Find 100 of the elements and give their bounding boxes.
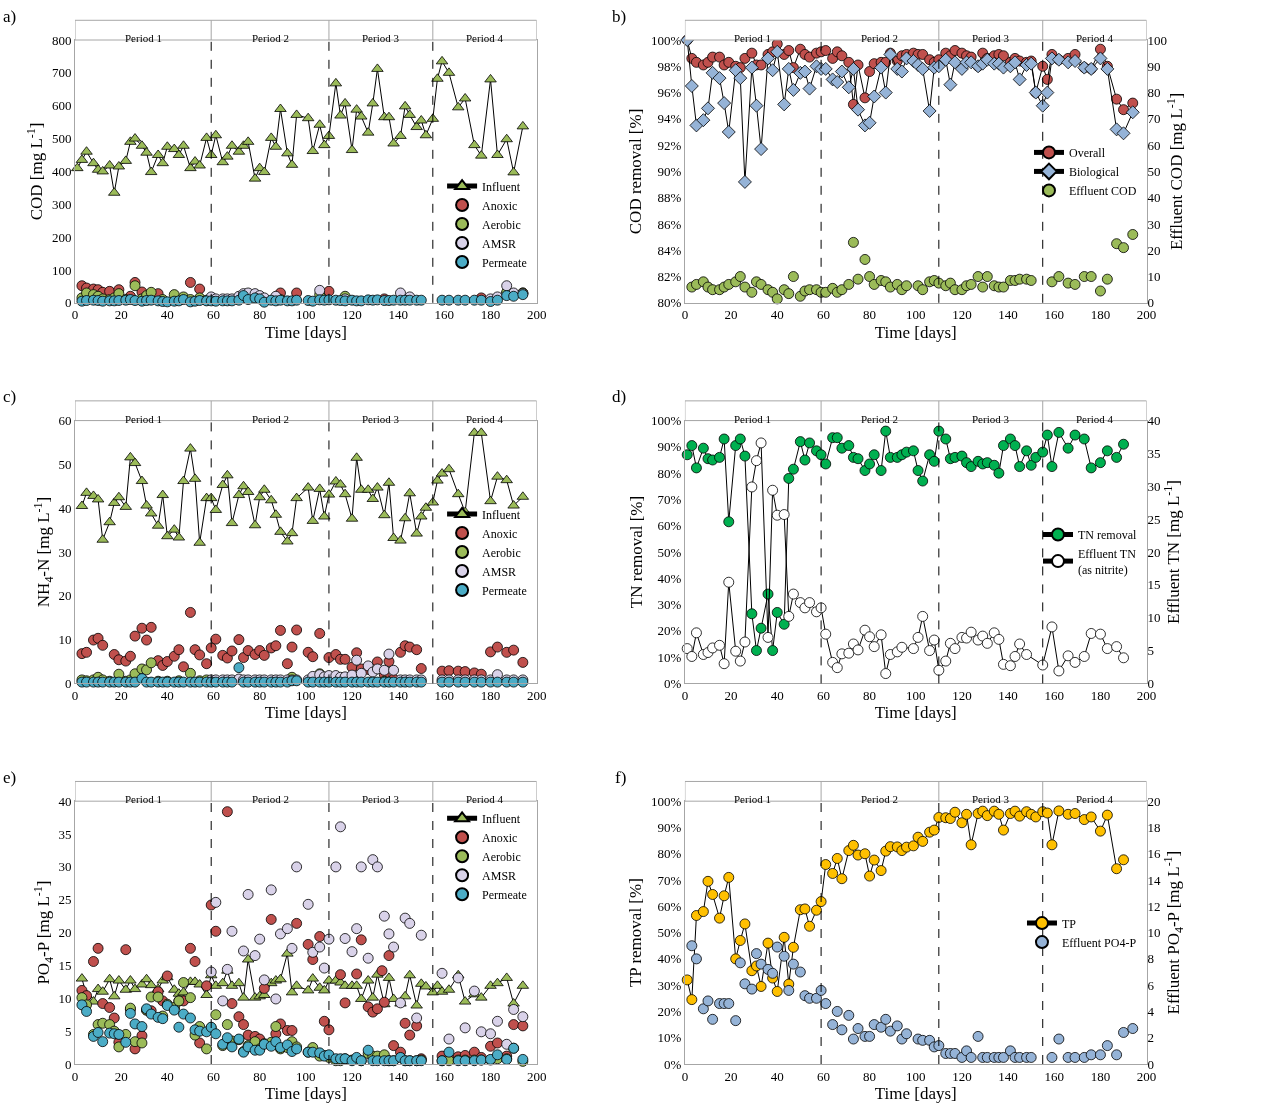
- x-tick-label: 160: [434, 688, 455, 704]
- y-tick-label: 70%: [657, 491, 682, 507]
- x-tick-label: 140: [388, 1068, 408, 1084]
- y-tick-label: 20%: [657, 1003, 682, 1019]
- y-tick-label: 30: [58, 544, 72, 560]
- x-tick-label: 100: [296, 1068, 316, 1084]
- y-tick-label: 92%: [657, 137, 682, 153]
- y2-tick-label: 30: [1147, 478, 1161, 494]
- y2-tick-label: 5: [1147, 643, 1155, 659]
- x-tick-label: 180: [1090, 688, 1111, 704]
- y2-tick-label: 12: [1147, 898, 1161, 914]
- x-axis-title: Time [days]: [264, 1084, 347, 1103]
- annotation: Period 2: [252, 793, 289, 805]
- legend-label: AMSR: [482, 564, 517, 579]
- legend-label: Anoxic: [482, 526, 518, 541]
- y-tick-label: 70%: [657, 872, 682, 888]
- y-tick-label: 60%: [657, 518, 682, 534]
- legend-label: Anoxic: [482, 198, 518, 213]
- x-tick-label: 100: [906, 1068, 926, 1084]
- y2-tick-label: 14: [1147, 872, 1162, 888]
- annotation: Period 1: [734, 32, 771, 44]
- x-tick-label: 160: [1044, 688, 1065, 704]
- x-tick-label: 120: [342, 1068, 362, 1084]
- y-axis-title: TN removal [%]: [626, 495, 646, 609]
- chart-title: a): [3, 7, 17, 26]
- legend-label: Overall: [1068, 146, 1106, 161]
- y-tick-label: 0%: [663, 675, 682, 691]
- y-tick-label: 80%: [657, 465, 682, 481]
- y-tick-label: 100%: [650, 413, 682, 429]
- y2-tick-label: 70: [1147, 111, 1161, 127]
- y-tick-label: 50: [58, 456, 72, 472]
- legend-label: Aerobic: [482, 217, 521, 232]
- y-tick-label: 30: [58, 859, 72, 875]
- chart-title: e): [3, 768, 17, 787]
- x-tick-label: 120: [952, 1068, 972, 1084]
- legend-label: Aerobic: [482, 849, 521, 864]
- x-tick-label: 60: [207, 1068, 221, 1084]
- x-tick-label: 60: [816, 688, 830, 704]
- annotation: Period 2: [252, 413, 289, 425]
- x-tick-label: 20: [724, 1068, 738, 1084]
- y2-tick-label: 8: [1147, 951, 1155, 967]
- y-tick-label: 0%: [663, 1056, 682, 1072]
- x-tick-label: 20: [724, 688, 738, 704]
- x-tick-label: 120: [952, 307, 972, 323]
- x-axis-title: Time [days]: [874, 1084, 957, 1103]
- y2-tick-label: 20: [1147, 544, 1161, 560]
- y2-tick-label: 6: [1147, 977, 1155, 993]
- annotation: Period 1: [125, 793, 162, 805]
- y2-tick-label: 90: [1147, 58, 1161, 74]
- y2-tick-label: 0: [1147, 675, 1155, 691]
- annotation: Period 1: [734, 793, 771, 805]
- y2-tick-label: 100: [1147, 32, 1168, 48]
- y-tick-label: 35: [58, 826, 72, 842]
- x-tick-label: 200: [526, 1068, 547, 1084]
- x-axis-title: Time [days]: [264, 703, 347, 723]
- annotation: Period 2: [861, 413, 898, 425]
- y-tick-label: 86%: [657, 216, 682, 232]
- x-tick-label: 140: [998, 688, 1018, 704]
- y2-tick-label: 4: [1147, 1003, 1155, 1019]
- x-tick-label: 80: [863, 307, 877, 323]
- y2-tick-label: 2: [1147, 1030, 1155, 1046]
- annotation: Period 4: [466, 413, 504, 425]
- legend-label: TN removal: [1077, 528, 1137, 543]
- x-tick-label: 80: [253, 1068, 267, 1084]
- y2-tick-label: 20: [1147, 242, 1161, 258]
- y-tick-label: 400: [51, 163, 72, 179]
- x-tick-label: 40: [160, 307, 174, 323]
- x-axis-title: Time [days]: [264, 322, 347, 342]
- annotation: Period 3: [972, 32, 1010, 44]
- y-tick-label: 10: [58, 990, 72, 1006]
- y-tick-label: 60: [58, 413, 72, 429]
- x-tick-label: 40: [160, 688, 174, 704]
- x-tick-label: 40: [770, 1068, 784, 1084]
- y-tick-label: 30%: [657, 597, 682, 613]
- y-tick-label: 0: [64, 295, 72, 311]
- x-tick-label: 120: [342, 307, 362, 323]
- legend-label: Permeate: [482, 583, 527, 598]
- x-tick-label: 140: [998, 307, 1018, 323]
- x-tick-label: 100: [906, 688, 926, 704]
- annotation: Period 3: [972, 413, 1010, 425]
- y-tick-label: 30%: [657, 977, 682, 993]
- y-tick-label: 98%: [657, 58, 682, 74]
- annotation: Period 4: [1076, 413, 1114, 425]
- y-tick-label: 10%: [657, 1030, 682, 1046]
- legend-label: AMSR: [482, 868, 517, 883]
- y2-tick-label: 10: [1147, 610, 1161, 626]
- y2-tick-label: 40: [1147, 413, 1161, 429]
- y-tick-label: 40%: [657, 570, 682, 586]
- annotation: Period 1: [125, 32, 162, 44]
- x-tick-label: 60: [207, 688, 221, 704]
- y-tick-label: 800: [51, 32, 72, 48]
- y2-tick-label: 30: [1147, 216, 1161, 232]
- y2-tick-label: 80: [1147, 85, 1161, 101]
- y-tick-label: 5: [64, 1023, 72, 1039]
- x-tick-label: 180: [1090, 307, 1111, 323]
- y2-tick-label: 18: [1147, 820, 1161, 835]
- x-tick-label: 60: [816, 1068, 830, 1084]
- annotation: Period 2: [252, 32, 289, 44]
- x-tick-label: 140: [388, 307, 408, 323]
- x-tick-label: 80: [863, 688, 877, 704]
